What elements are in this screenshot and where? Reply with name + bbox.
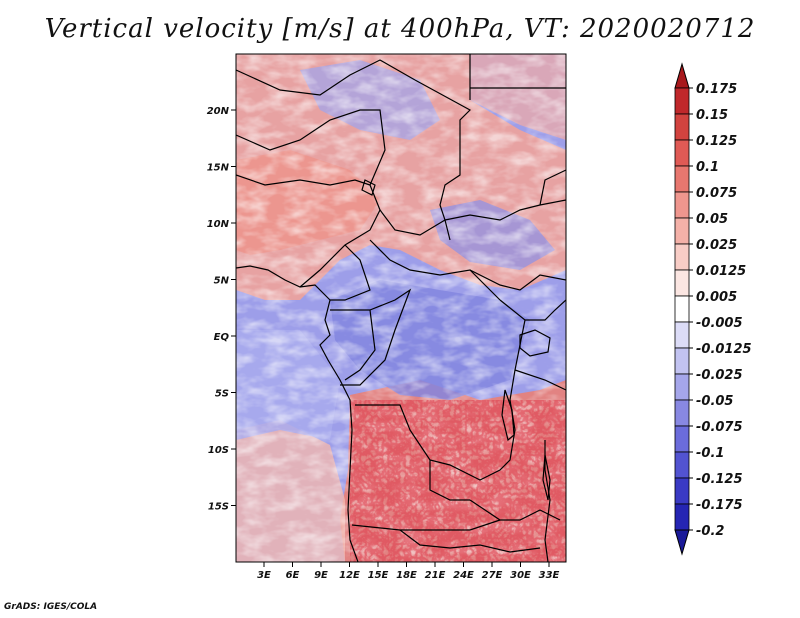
lon-tick-label: 30E — [510, 570, 531, 581]
lon-tick-label: 9E — [314, 570, 328, 581]
lake-malawi — [542, 454, 551, 501]
border-kenya-uganda — [525, 299, 566, 321]
colorbar-bin — [674, 321, 690, 349]
colorbar-bin — [674, 113, 690, 141]
lake-victoria — [519, 329, 551, 357]
field-speckle — [350, 400, 566, 562]
colorbar-label: 0.005 — [696, 290, 737, 305]
colorbar-label: -0.2 — [696, 524, 724, 539]
border-zambia-south — [469, 499, 561, 521]
lon-tick-label: 33E — [539, 570, 560, 581]
border-namibia-south — [399, 529, 541, 553]
border-congo-drc — [340, 288, 412, 386]
lat-tick-label: 10N — [207, 219, 230, 230]
lat-tick-label: 5S — [215, 389, 229, 400]
lon-tick-label: 12E — [339, 570, 360, 581]
lat-tick-label: 15N — [207, 163, 230, 174]
colorbar-label: -0.075 — [696, 420, 743, 435]
longitude-axis: 3E 6E 9E 12E 15E 18E 21E 24E 27E 30E 33E — [257, 562, 560, 581]
border-chad-car — [379, 209, 446, 236]
border-congo-gabon — [330, 309, 376, 381]
colorbar-bin — [674, 451, 690, 479]
colorbar-label: -0.025 — [696, 368, 743, 383]
lon-tick-label: 24E — [453, 570, 474, 581]
colorbar-bin — [674, 503, 690, 531]
border-angola-namibia — [351, 519, 501, 531]
lon-tick-label: 27E — [482, 570, 503, 581]
border-cameroon — [330, 244, 371, 301]
border-ssudan-south — [469, 269, 566, 291]
colorbar-label: 0.175 — [696, 82, 737, 97]
border-libya-sudan-chad — [414, 79, 471, 241]
colorbar-bin — [674, 139, 690, 167]
colorbar-label: 0.15 — [696, 108, 728, 123]
colorbar-bin — [674, 399, 690, 427]
colorbar-bin — [674, 191, 690, 219]
colorbar-cap-top — [674, 62, 690, 89]
colorbar-label: 0.125 — [696, 134, 737, 149]
border-angola-zambia — [429, 460, 470, 501]
colorbar-label: 0.075 — [696, 186, 737, 201]
border-libya-niger-algeria — [236, 59, 416, 96]
lake-chad — [361, 179, 376, 196]
lon-tick-label: 3E — [257, 570, 271, 581]
colorbar: 0.175 0.15 0.125 0.1 0.075 0.05 0.025 0.0125 0.0… — [674, 62, 752, 556]
coastline-west — [236, 265, 359, 562]
colorbar-cap-bottom — [674, 529, 690, 556]
border-niger — [236, 109, 386, 186]
lon-tick-label: 18E — [396, 570, 417, 581]
colorbar-bin — [674, 217, 690, 245]
colorbar-label: 0.025 — [696, 238, 737, 253]
colorbar-bin — [674, 425, 690, 453]
border-ethiopia — [539, 169, 566, 206]
lat-tick-label: 20N — [207, 106, 230, 117]
lat-tick-label: 10S — [208, 445, 229, 456]
border-nigeria — [236, 174, 381, 288]
border-drc-east — [355, 299, 526, 481]
lake-tanganyika — [501, 389, 515, 442]
lon-tick-label: 6E — [286, 570, 300, 581]
colorbar-bin — [674, 243, 690, 271]
colorbar-bin — [674, 347, 690, 375]
colorbar-label: -0.005 — [696, 316, 743, 331]
colorbar-bin — [674, 87, 690, 115]
boundaries — [236, 54, 566, 562]
colorbar-label: -0.175 — [696, 498, 743, 513]
colorbar-label: 0.0125 — [696, 264, 746, 279]
border-tanzania — [514, 369, 566, 391]
lon-tick-label: 15E — [368, 570, 389, 581]
lat-tick-label: 15S — [208, 502, 229, 513]
map-frame — [235, 53, 567, 563]
map-panel — [236, 54, 566, 562]
lon-tick-label: 21E — [425, 570, 446, 581]
border-sudan-ssudan — [444, 199, 566, 221]
colorbar-label: 0.1 — [696, 160, 719, 175]
lat-tick-label: 5N — [214, 276, 230, 287]
plot-title: Vertical velocity [m/s] at 400hPa, VT: 2… — [44, 14, 756, 44]
colorbar-bin — [674, 477, 690, 505]
colorbar-label: -0.1 — [696, 446, 724, 461]
colorbar-label: 0.05 — [696, 212, 728, 227]
credit-text: GrADS: IGES/COLA — [4, 602, 98, 612]
border-car-south — [369, 239, 501, 301]
colorbar-bin — [674, 373, 690, 401]
colorbar-bin — [674, 269, 690, 297]
colorbar-label: -0.05 — [696, 394, 733, 409]
colorbar-bin — [674, 165, 690, 193]
latitude-axis: 20N 15N 10N 5N EQ 5S 10S 15S — [207, 106, 236, 513]
colorbar-label: -0.0125 — [696, 342, 752, 357]
lat-tick-label: EQ — [214, 332, 230, 343]
colorbar-label: -0.125 — [696, 472, 743, 487]
colorbar-bin — [674, 295, 690, 323]
